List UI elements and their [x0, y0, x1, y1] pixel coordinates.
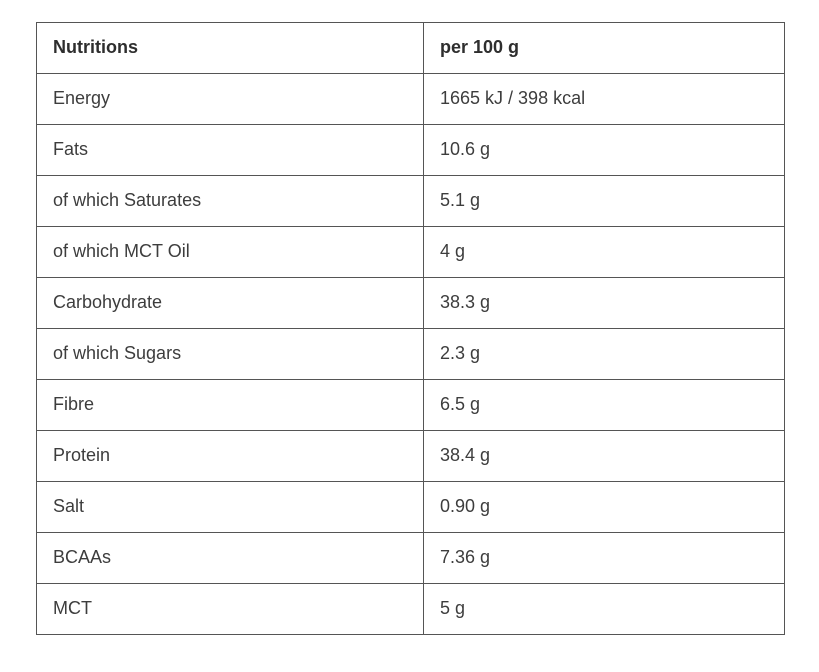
- nutrient-value-cell: 2.3 g: [423, 328, 785, 380]
- table-row: of which Sugars 2.3 g: [36, 328, 785, 380]
- nutrient-value-cell: 10.6 g: [423, 124, 785, 176]
- nutrient-name-cell: of which MCT Oil: [36, 226, 424, 278]
- table-row: Fibre 6.5 g: [36, 379, 785, 431]
- nutrient-value-cell: 38.4 g: [423, 430, 785, 482]
- header-nutritions: Nutritions: [36, 22, 424, 74]
- nutrient-value-cell: 5 g: [423, 583, 785, 635]
- table-row: Carbohydrate 38.3 g: [36, 277, 785, 329]
- nutrient-name-cell: of which Saturates: [36, 175, 424, 227]
- nutrient-name-cell: Salt: [36, 481, 424, 533]
- table-row: of which Saturates 5.1 g: [36, 175, 785, 227]
- nutrient-name-cell: Protein: [36, 430, 424, 482]
- nutrient-value-cell: 5.1 g: [423, 175, 785, 227]
- nutrient-name-cell: Energy: [36, 73, 424, 125]
- table-row: Protein 38.4 g: [36, 430, 785, 482]
- nutrient-value-cell: 1665 kJ / 398 kcal: [423, 73, 785, 125]
- nutrient-name-cell: of which Sugars: [36, 328, 424, 380]
- nutrient-name-cell: Fats: [36, 124, 424, 176]
- table-row: of which MCT Oil 4 g: [36, 226, 785, 278]
- nutrient-value-cell: 0.90 g: [423, 481, 785, 533]
- nutrient-name-cell: Carbohydrate: [36, 277, 424, 329]
- table-row: MCT 5 g: [36, 583, 785, 635]
- header-per-100g: per 100 g: [423, 22, 785, 74]
- table-row: Salt 0.90 g: [36, 481, 785, 533]
- nutrient-value-cell: 38.3 g: [423, 277, 785, 329]
- nutrition-table: Nutritions per 100 g Energy 1665 kJ / 39…: [36, 22, 785, 635]
- nutrient-value-cell: 4 g: [423, 226, 785, 278]
- table-row: BCAAs 7.36 g: [36, 532, 785, 584]
- nutrient-value-cell: 7.36 g: [423, 532, 785, 584]
- nutrient-value-cell: 6.5 g: [423, 379, 785, 431]
- nutrient-name-cell: Fibre: [36, 379, 424, 431]
- nutrient-name-cell: BCAAs: [36, 532, 424, 584]
- table-row: Fats 10.6 g: [36, 124, 785, 176]
- table-row: Energy 1665 kJ / 398 kcal: [36, 73, 785, 125]
- nutrient-name-cell: MCT: [36, 583, 424, 635]
- table-header-row: Nutritions per 100 g: [36, 22, 785, 74]
